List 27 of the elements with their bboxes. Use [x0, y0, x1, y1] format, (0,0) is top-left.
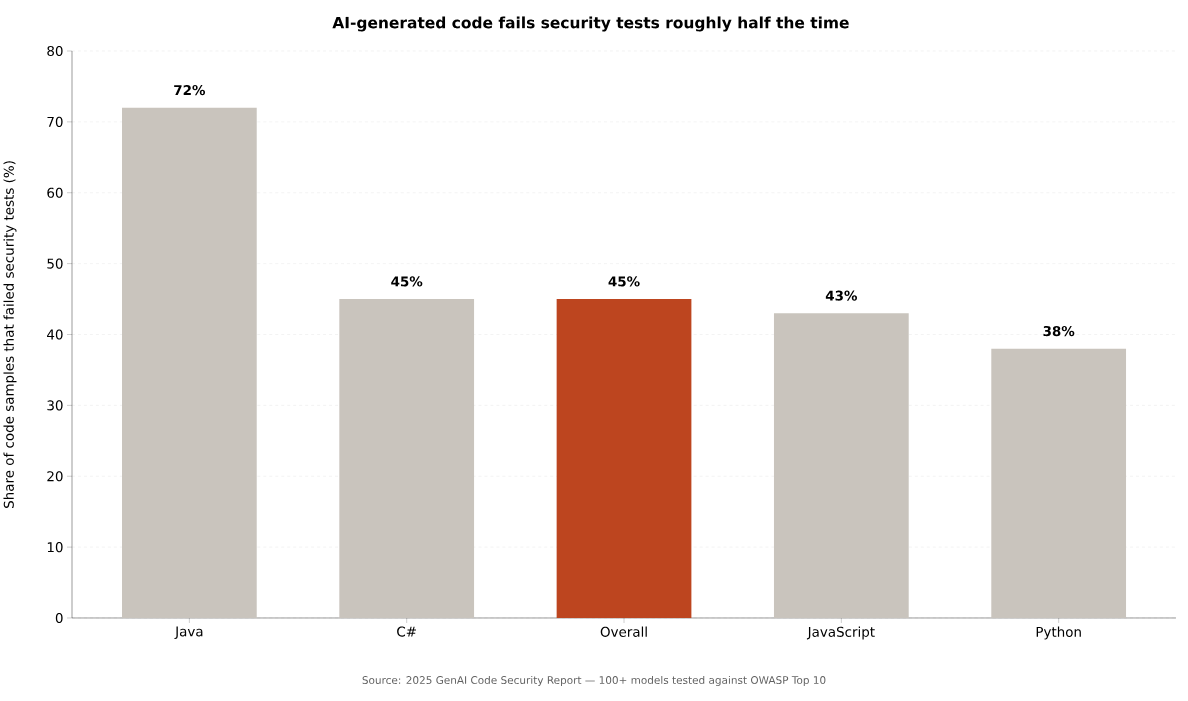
x-tick-label: C# — [397, 626, 416, 637]
data-label: 72% — [174, 85, 206, 96]
bar — [339, 299, 475, 618]
y-tick-label: 40 — [47, 329, 63, 340]
data-label: 45% — [608, 276, 640, 287]
y-tick-label: 70 — [47, 116, 63, 127]
bar — [991, 348, 1127, 618]
y-tick-label: 50 — [47, 258, 63, 269]
data-label: 43% — [825, 290, 858, 301]
bar — [121, 107, 257, 618]
x-tick-label: JavaScript — [806, 626, 875, 640]
y-tick-label: 80 — [47, 45, 63, 57]
x-tick-label: Java — [174, 626, 203, 639]
x-tick-label: Python — [1036, 626, 1081, 640]
data-label: 45% — [391, 276, 423, 287]
y-axis-title: Share of code samples that failed security tests (%) — [3, 161, 17, 508]
source-note: Source: 2025 GenAI Code Security Report — 100+ models tested against OWASP Top 10 — [362, 675, 826, 687]
x-tick-label: Overall — [600, 626, 647, 637]
bar — [556, 299, 692, 618]
bar — [773, 313, 909, 618]
y-tick-label: 60 — [47, 187, 63, 198]
y-tick-label: 20 — [47, 471, 63, 482]
y-tick-label: 0 — [55, 612, 63, 624]
y-tick-label: 30 — [47, 400, 63, 411]
data-label: 38% — [1043, 325, 1075, 337]
chart-title: AI-generated code fails security tests roughly half the time — [332, 16, 849, 32]
y-tick-label: 10 — [47, 542, 63, 553]
